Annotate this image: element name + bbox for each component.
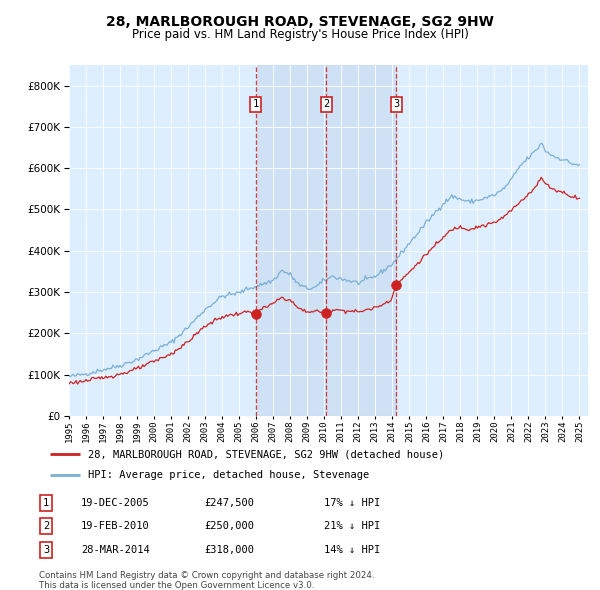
Text: 19-FEB-2010: 19-FEB-2010 <box>81 522 150 531</box>
Text: 2: 2 <box>323 99 329 109</box>
Text: 1: 1 <box>253 99 259 109</box>
Bar <box>256 65 326 416</box>
Text: Price paid vs. HM Land Registry's House Price Index (HPI): Price paid vs. HM Land Registry's House … <box>131 28 469 41</box>
Text: 1: 1 <box>43 498 49 507</box>
Text: 21% ↓ HPI: 21% ↓ HPI <box>324 522 380 531</box>
Text: 28-MAR-2014: 28-MAR-2014 <box>81 545 150 555</box>
Text: £250,000: £250,000 <box>204 522 254 531</box>
Text: Contains HM Land Registry data © Crown copyright and database right 2024.: Contains HM Land Registry data © Crown c… <box>39 571 374 580</box>
Text: 28, MARLBOROUGH ROAD, STEVENAGE, SG2 9HW (detached house): 28, MARLBOROUGH ROAD, STEVENAGE, SG2 9HW… <box>88 450 444 460</box>
Text: HPI: Average price, detached house, Stevenage: HPI: Average price, detached house, Stev… <box>88 470 369 480</box>
Text: 17% ↓ HPI: 17% ↓ HPI <box>324 498 380 507</box>
Text: 3: 3 <box>43 545 49 555</box>
Text: 19-DEC-2005: 19-DEC-2005 <box>81 498 150 507</box>
Text: £247,500: £247,500 <box>204 498 254 507</box>
Text: This data is licensed under the Open Government Licence v3.0.: This data is licensed under the Open Gov… <box>39 581 314 589</box>
Text: 14% ↓ HPI: 14% ↓ HPI <box>324 545 380 555</box>
Text: 3: 3 <box>394 99 400 109</box>
Text: 28, MARLBOROUGH ROAD, STEVENAGE, SG2 9HW: 28, MARLBOROUGH ROAD, STEVENAGE, SG2 9HW <box>106 15 494 29</box>
Text: 2: 2 <box>43 522 49 531</box>
Bar <box>326 65 397 416</box>
Text: £318,000: £318,000 <box>204 545 254 555</box>
